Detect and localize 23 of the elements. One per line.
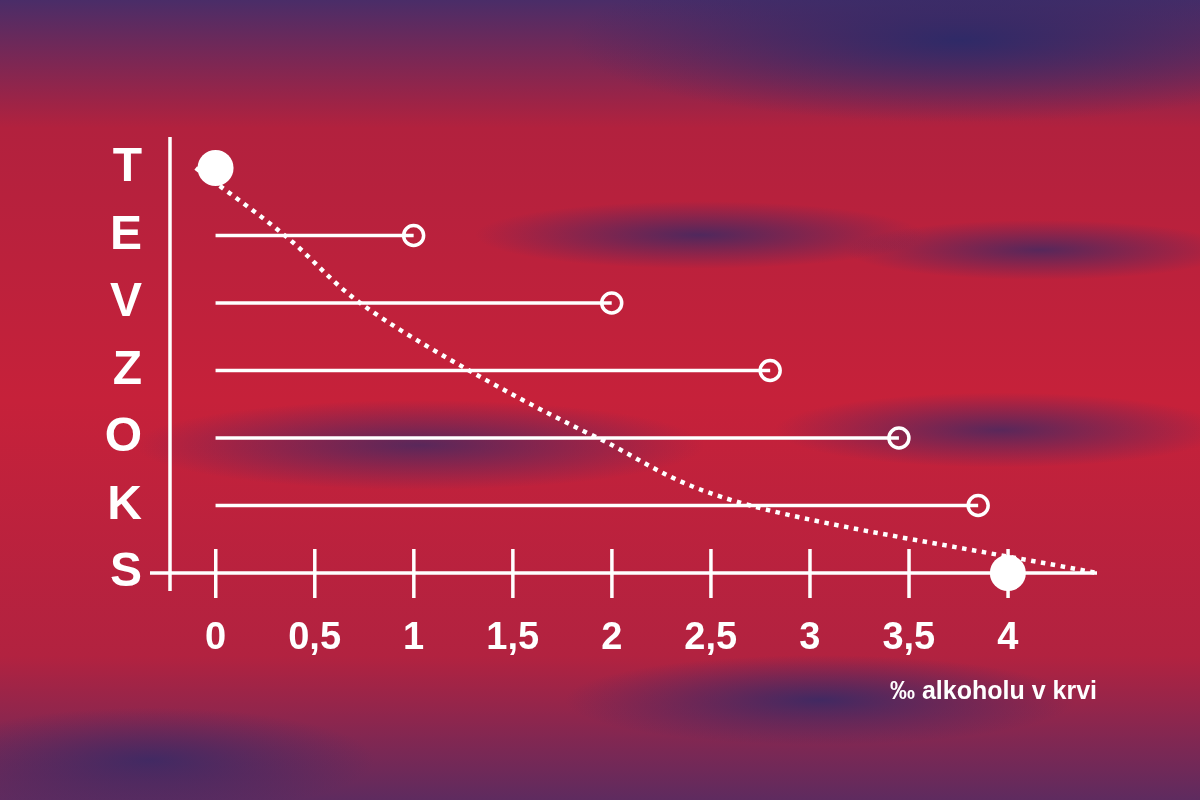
y-tick-label: O bbox=[104, 408, 142, 462]
x-tick-label: 2,5 bbox=[684, 615, 738, 658]
y-tick-label: E bbox=[109, 205, 142, 259]
x-tick-label: 3 bbox=[799, 615, 821, 658]
x-tick-label: 0 bbox=[204, 615, 227, 658]
y-tick-label: S bbox=[109, 543, 142, 597]
x-tick-label: 0,5 bbox=[288, 615, 342, 658]
point bbox=[599, 291, 624, 315]
y-tick-label: V bbox=[109, 273, 142, 327]
x-axis-title: ‰ alkoholu v krvi bbox=[889, 675, 1097, 704]
y-tick-label: K bbox=[107, 475, 143, 529]
x-tick-label: 4 bbox=[997, 615, 1019, 658]
x-tick-label: 2 bbox=[601, 615, 623, 658]
point bbox=[966, 493, 990, 518]
point bbox=[758, 358, 782, 383]
y-tick-label: T bbox=[112, 138, 142, 192]
x-tick-label: 3,5 bbox=[882, 615, 936, 658]
point bbox=[887, 426, 911, 450]
point bbox=[197, 150, 234, 186]
y-tick-label: Z bbox=[112, 340, 142, 394]
point bbox=[401, 223, 426, 248]
x-tick-label: 1 bbox=[403, 615, 425, 658]
x-tick-label: 1,5 bbox=[486, 615, 540, 658]
